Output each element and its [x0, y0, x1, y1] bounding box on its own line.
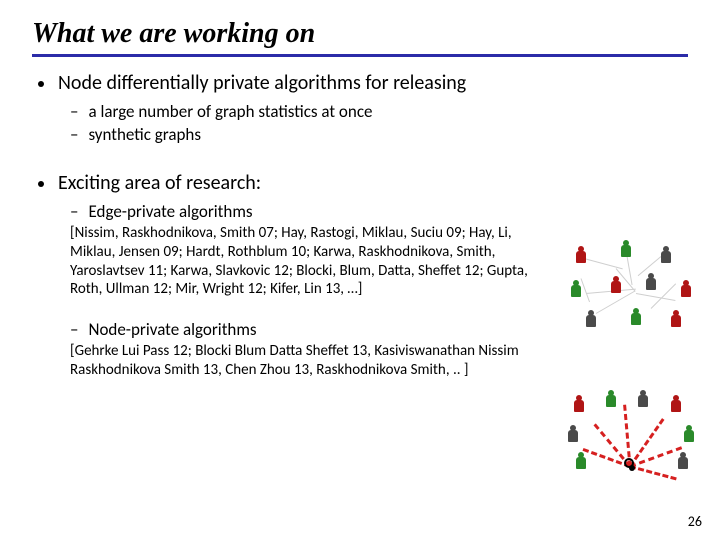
person-icon: [661, 246, 671, 264]
person-icon: [631, 308, 641, 326]
title-underline: [32, 54, 688, 57]
person-icon: [671, 310, 681, 328]
edge: [581, 278, 590, 302]
dashed-edge: [630, 465, 677, 480]
bullet-dash: –: [70, 101, 78, 122]
network-graphic-edge: [566, 238, 696, 333]
bullet-dash: –: [70, 124, 78, 145]
subbullet-synthetic-graphs: – synthetic graphs: [32, 124, 688, 145]
person-icon: [571, 280, 581, 298]
bullet-text: Node-private algorithms: [88, 319, 256, 340]
person-icon: [606, 390, 616, 408]
bullet-text: Exciting area of research:: [58, 171, 261, 195]
subbullet-edge-private: – Edge-private algorithms: [32, 201, 688, 222]
person-icon: [638, 390, 648, 408]
bullet-text: Node differentially private algorithms f…: [58, 71, 466, 95]
subbullet-graph-stats: – a large number of graph statistics at …: [32, 101, 688, 122]
person-icon: [671, 395, 681, 413]
bullet-dot: [38, 181, 44, 187]
person-icon: [684, 425, 694, 443]
person-icon: [586, 310, 596, 328]
bullet-text: synthetic graphs: [88, 124, 201, 145]
edge: [636, 293, 676, 301]
person-icon: [576, 452, 586, 470]
bullet-dash: –: [70, 319, 78, 340]
person-icon: [681, 280, 691, 298]
person-icon: [621, 240, 631, 258]
person-icon: [574, 395, 584, 413]
network-graphic-node: [566, 390, 696, 485]
bullet-dot: [38, 81, 44, 87]
citation-node-private: [Gehrke Lui Pass 12; Blocki Blum Datta S…: [32, 342, 688, 380]
bullet-text: a large number of graph statistics at on…: [88, 101, 372, 122]
person-icon: [646, 273, 656, 291]
bullet-dash: –: [70, 201, 78, 222]
person-icon: [576, 246, 586, 264]
page-number: 26: [688, 513, 702, 530]
center-node-icon: [624, 458, 636, 472]
person-icon: [678, 452, 688, 470]
bullet-exciting-area: Exciting area of research:: [32, 171, 688, 195]
slide-title: What we are working on: [32, 18, 688, 50]
person-icon: [611, 276, 621, 294]
bullet-node-dp: Node differentially private algorithms f…: [32, 71, 688, 95]
bullet-text: Edge-private algorithms: [88, 201, 252, 222]
person-icon: [568, 425, 578, 443]
edge: [584, 258, 623, 269]
edge: [596, 291, 635, 314]
